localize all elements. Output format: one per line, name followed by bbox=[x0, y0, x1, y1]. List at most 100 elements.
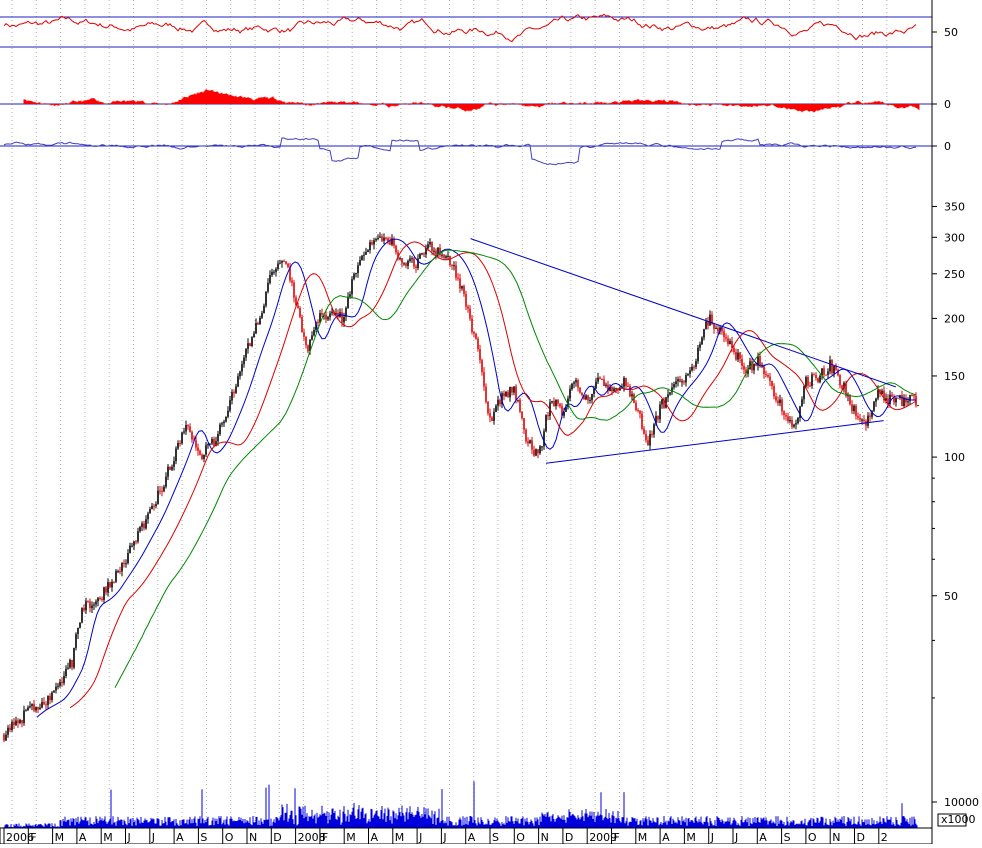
price-candle-body bbox=[477, 338, 479, 350]
price-candle-body bbox=[301, 316, 303, 333]
price-candle-body bbox=[307, 345, 309, 352]
price-candle-body bbox=[135, 541, 137, 543]
x-tick-label: 2 bbox=[881, 831, 888, 844]
price-candle-body bbox=[259, 317, 261, 325]
price-candle-body bbox=[411, 258, 413, 260]
price-candle-body bbox=[569, 389, 571, 399]
price-candle-body bbox=[801, 399, 803, 407]
price-candle-body bbox=[771, 381, 773, 387]
price-candle-body bbox=[269, 275, 271, 283]
price-candle-body bbox=[643, 428, 645, 434]
price-candle-body bbox=[205, 445, 207, 455]
price-candle-body bbox=[515, 386, 517, 401]
momentum-panel bbox=[0, 137, 932, 166]
price-candle-body bbox=[325, 314, 327, 320]
x-tick-label: J bbox=[442, 831, 446, 844]
price-candle-body bbox=[443, 254, 445, 258]
price-candle-body bbox=[857, 415, 859, 418]
price-candle-body bbox=[459, 278, 461, 289]
x-tick-label: J bbox=[127, 831, 131, 844]
price-candle-body bbox=[511, 387, 513, 393]
price-candle-body bbox=[335, 312, 337, 315]
price-candle-body bbox=[545, 415, 547, 432]
price-tick-label: 250 bbox=[944, 268, 965, 281]
price-candle-body bbox=[693, 366, 695, 368]
price-tick-label: 300 bbox=[944, 231, 965, 244]
price-candle-body bbox=[473, 332, 475, 334]
price-candle-body bbox=[273, 271, 275, 273]
price-candle-body bbox=[175, 448, 177, 462]
price-candle-body bbox=[111, 581, 113, 588]
price-candle-body bbox=[687, 373, 689, 376]
price-candle-body bbox=[187, 425, 189, 427]
price-candle-body bbox=[435, 250, 437, 255]
price-tick-label: 100 bbox=[944, 451, 965, 464]
price-candle-body bbox=[603, 379, 605, 386]
price-candle-body bbox=[705, 321, 707, 330]
price-candle-body bbox=[741, 358, 743, 366]
price-candle-body bbox=[915, 395, 917, 406]
price-candle-body bbox=[867, 415, 869, 426]
price-candle-body bbox=[873, 401, 875, 411]
price-candle-body bbox=[329, 313, 331, 318]
price-candle-body bbox=[305, 336, 307, 346]
histogram-bars bbox=[23, 89, 920, 113]
price-candle-body bbox=[759, 356, 761, 366]
price-candle-body bbox=[157, 490, 159, 505]
price-candle-body bbox=[501, 393, 503, 405]
price-candle-body bbox=[723, 331, 725, 338]
price-candle-body bbox=[677, 379, 679, 382]
price-candle-body bbox=[235, 386, 237, 393]
price-candle-body bbox=[707, 321, 709, 326]
x-tick-label: D bbox=[565, 831, 573, 844]
price-candle-body bbox=[913, 395, 915, 397]
price-candle-body bbox=[103, 587, 105, 600]
price-candle-body bbox=[419, 253, 421, 259]
price-candle-body bbox=[365, 251, 367, 255]
price-candle-body bbox=[895, 397, 897, 403]
price-candle-body bbox=[399, 258, 401, 260]
price-candle-body bbox=[117, 571, 119, 573]
price-candle-body bbox=[25, 710, 27, 712]
price-candle-body bbox=[41, 702, 43, 708]
price-candle-body bbox=[401, 258, 403, 264]
price-candle-body bbox=[499, 399, 501, 404]
price-candle-body bbox=[271, 271, 273, 275]
price-candle-body bbox=[495, 405, 497, 412]
price-candle-body bbox=[363, 254, 365, 256]
price-candle-body bbox=[415, 266, 417, 268]
price-candle-body bbox=[217, 434, 219, 442]
price-candle-body bbox=[635, 402, 637, 411]
price-candle-body bbox=[21, 719, 23, 724]
price-candle-body bbox=[681, 381, 683, 383]
price-candle-body bbox=[849, 395, 851, 405]
price-candle-body bbox=[311, 335, 313, 340]
price-candle-body bbox=[645, 433, 647, 441]
x-tick-label: J bbox=[734, 831, 738, 844]
price-candle-body bbox=[729, 341, 731, 345]
price-candle-body bbox=[357, 265, 359, 274]
price-candle-body bbox=[337, 312, 339, 317]
price-candle-body bbox=[711, 314, 713, 324]
price-candle-body bbox=[739, 352, 741, 359]
price-candle-body bbox=[555, 399, 557, 406]
price-candle-body bbox=[33, 703, 35, 711]
price-candle-body bbox=[309, 339, 311, 352]
price-candle-body bbox=[453, 265, 455, 267]
momentum-line bbox=[3, 137, 917, 166]
price-candle-body bbox=[51, 692, 53, 700]
price-candle-body bbox=[697, 347, 699, 362]
x-tick-label: J bbox=[710, 831, 714, 844]
price-candle-body bbox=[789, 419, 791, 422]
price-candle-body bbox=[491, 417, 493, 421]
price-candle-body bbox=[587, 395, 589, 401]
price-candle-body bbox=[547, 415, 549, 417]
price-candle-body bbox=[97, 597, 99, 602]
price-candle-body bbox=[87, 601, 89, 603]
price-candle-body bbox=[207, 444, 209, 446]
volume-unit-label: x1000 bbox=[941, 813, 976, 826]
price-candle-body bbox=[851, 404, 853, 412]
price-candle-body bbox=[169, 466, 171, 470]
price-candle-body bbox=[17, 720, 19, 723]
price-candle-body bbox=[649, 434, 651, 446]
